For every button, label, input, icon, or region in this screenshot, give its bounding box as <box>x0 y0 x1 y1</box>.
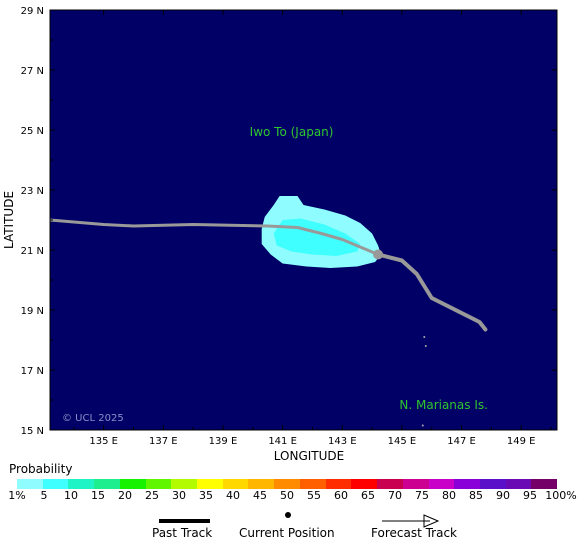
colorbar-swatch <box>325 479 352 489</box>
colorbar-label: 30 <box>172 489 186 502</box>
colorbar-swatch <box>94 479 120 489</box>
colorbar-swatch <box>248 479 275 489</box>
colorbar-label: 55 <box>307 489 321 502</box>
y-tick-label: 23 N <box>21 186 44 197</box>
y-tick-label: 21 N <box>21 246 44 257</box>
copyright-label: © UCL 2025 <box>62 413 124 424</box>
island-dot <box>421 424 424 427</box>
place-label: N. Marianas Is. <box>399 398 488 412</box>
storm-tracks <box>49 218 488 332</box>
x-tick-label: 143 E <box>328 436 357 447</box>
colorbar-label: 75 <box>415 489 429 502</box>
colorbar-swatch <box>171 479 198 489</box>
x-tick-label: 137 E <box>149 436 178 447</box>
island-dot <box>423 336 426 338</box>
axes: 135 E 137 E 139 E 141 E 143 E 145 E 147 E 149 E… <box>21 6 557 447</box>
colorbar-swatch <box>68 479 95 489</box>
x-tick-label: 145 E <box>388 436 417 447</box>
current-position-label: Current Position <box>239 526 335 540</box>
colorbar-swatch <box>505 479 532 489</box>
current-position-marker <box>373 249 384 260</box>
colorbar-label: 85 <box>469 489 483 502</box>
colorbar-swatch <box>402 479 429 489</box>
colorbar-label: 65 <box>361 489 375 502</box>
colorbar-swatch <box>17 479 43 489</box>
colorbar-label: 45 <box>253 489 267 502</box>
y-tick-label: 27 N <box>21 66 44 77</box>
colorbar-label: 100% <box>545 489 577 502</box>
track-key <box>159 512 440 528</box>
colorbar-swatch <box>197 479 223 489</box>
colorbar-swatch <box>428 479 455 489</box>
y-axis-title: LATITUDE <box>2 191 16 249</box>
y-tick-label: 29 N <box>21 6 44 17</box>
colorbar-swatch <box>377 479 403 489</box>
colorbar-title: Probability <box>9 462 73 476</box>
colorbar-label: 35 <box>199 489 213 502</box>
x-tick-label: 149 E <box>507 436 536 447</box>
place-label: Iwo To (Japan) <box>250 125 334 139</box>
colorbar-swatch <box>479 479 506 489</box>
colorbar-label: 20 <box>118 489 132 502</box>
colorbar-swatch <box>42 479 69 489</box>
colorbar-labels: 1% 5 10 15 20 25 30 35 40 45 50 55 60 65 70 75 80 85 90 95 1… <box>0 489 580 503</box>
colorbar-label: 70 <box>388 489 402 502</box>
y-tick-label: 17 N <box>21 366 44 377</box>
x-tick-label: 139 E <box>209 436 238 447</box>
past-track-label: Past Track <box>152 526 213 540</box>
x-tick-label: 141 E <box>268 436 297 447</box>
colorbar-label: 25 <box>145 489 159 502</box>
colorbar-swatch <box>351 479 378 489</box>
colorbar-label: 5 <box>40 489 48 502</box>
forecast-track-label: Forecast Track <box>371 526 457 540</box>
colorbar-swatch <box>274 479 300 489</box>
colorbar-label: 90 <box>496 489 510 502</box>
colorbar-label: 1% <box>8 489 26 502</box>
current-position-sample <box>285 512 291 518</box>
colorbar-swatch <box>119 479 146 489</box>
y-tick-label: 15 N <box>21 426 44 437</box>
x-axis-title: LONGITUDE <box>274 449 344 463</box>
colorbar-swatch <box>299 479 326 489</box>
colorbar-label: 10 <box>64 489 78 502</box>
x-tick-label: 147 E <box>447 436 476 447</box>
colorbar-swatch <box>222 479 249 489</box>
colorbar-swatch <box>145 479 172 489</box>
island-dot <box>424 345 427 347</box>
forecast-arrow-icon <box>423 514 440 528</box>
forecast-track-line <box>376 252 488 332</box>
colorbar-label: 80 <box>442 489 456 502</box>
past-track-line <box>49 218 379 256</box>
colorbar-label: 60 <box>334 489 348 502</box>
colorbar-label: 40 <box>226 489 240 502</box>
colorbar-label: 15 <box>91 489 105 502</box>
colorbar-swatch <box>454 479 480 489</box>
colorbar-label: 50 <box>280 489 294 502</box>
colorbar-label: 95 <box>523 489 537 502</box>
y-tick-label: 25 N <box>21 126 44 137</box>
colorbar-swatch <box>531 479 558 489</box>
island-markers <box>421 336 427 427</box>
y-tick-label: 19 N <box>21 306 44 317</box>
probability-colorbar <box>17 479 558 489</box>
x-tick-label: 135 E <box>89 436 118 447</box>
